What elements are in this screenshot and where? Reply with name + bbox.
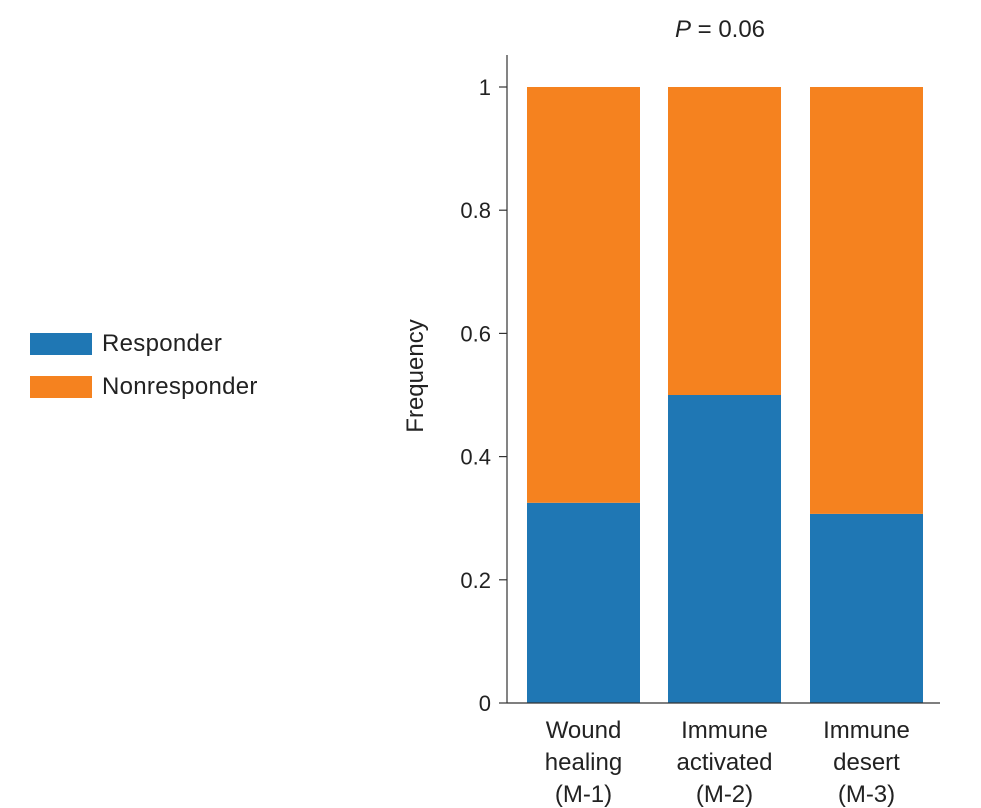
x-tick-label: Wound healing (M-1) <box>545 717 622 808</box>
y-axis-label: Frequency <box>402 319 429 432</box>
legend: Responder Nonresponder <box>30 322 258 408</box>
legend-label-nonresponder: Nonresponder <box>102 372 258 400</box>
chart-title: P = 0.06 <box>675 16 765 43</box>
legend-swatch-responder <box>30 332 92 355</box>
legend-label-responder: Responder <box>102 329 223 357</box>
x-tick-label: Immune activated (M-2) <box>676 717 772 808</box>
x-axis: Wound healing (M-1) Immune activated (M-2) Imm… <box>507 702 940 808</box>
y-tick-label: 0.6 <box>460 321 491 346</box>
legend-item-responder: Responder <box>30 322 258 365</box>
y-tick-label: 1 <box>479 75 491 100</box>
bar-responder-2 <box>668 395 781 703</box>
bar-responder-1 <box>527 502 640 703</box>
bar-responder-3 <box>810 513 923 703</box>
title-value: = 0.06 <box>691 16 765 43</box>
y-tick-label: 0.8 <box>460 198 491 223</box>
y-tick-label: 0.2 <box>460 568 491 593</box>
title-p: P <box>675 16 691 43</box>
legend-item-nonresponder: Nonresponder <box>30 365 258 408</box>
y-tick-label: 0 <box>479 691 491 716</box>
legend-swatch-nonresponder <box>30 375 92 398</box>
bar-nonresponder-1 <box>527 87 640 503</box>
x-tick-label: Immune desert (M-3) <box>823 717 910 808</box>
bar-nonresponder-2 <box>668 87 781 395</box>
bars-group <box>527 87 923 703</box>
y-tick-label: 0.4 <box>460 445 491 470</box>
bar-nonresponder-3 <box>810 87 923 514</box>
y-axis: 0 0.2 0.4 0.6 0.8 1 <box>460 55 508 716</box>
